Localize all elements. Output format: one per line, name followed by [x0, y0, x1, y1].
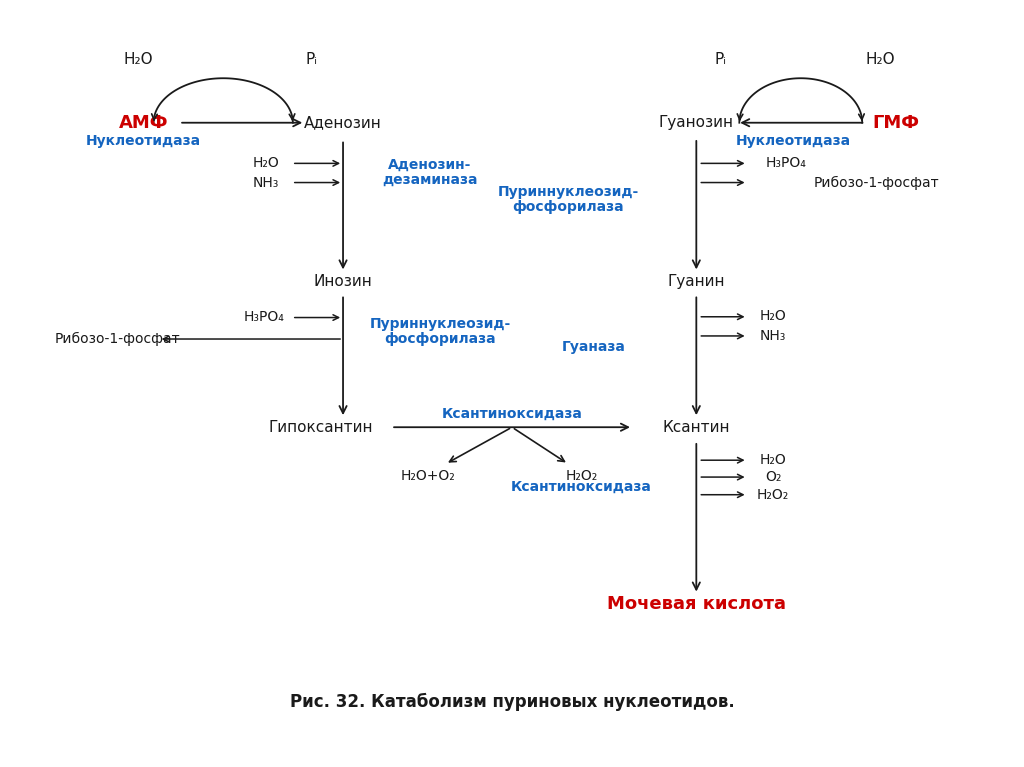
Text: Рис. 32. Катаболизм пуриновых нуклеотидов.: Рис. 32. Катаболизм пуриновых нуклеотидо…: [290, 693, 734, 711]
Text: H₃PO₄: H₃PO₄: [244, 310, 285, 324]
Text: H₂O₂: H₂O₂: [757, 488, 790, 502]
Text: ГМФ: ГМФ: [872, 114, 920, 132]
Text: H₂O: H₂O: [760, 453, 786, 467]
Text: Аденозин: Аденозин: [304, 115, 382, 130]
Text: АМФ: АМФ: [119, 114, 168, 132]
Text: Гуанин: Гуанин: [668, 274, 725, 289]
Text: NH₃: NH₃: [253, 176, 280, 189]
Text: Рибозо-1-фосфат: Рибозо-1-фосфат: [814, 176, 940, 189]
Text: Pᵢ: Pᵢ: [305, 51, 317, 67]
Text: Гуанозин: Гуанозин: [658, 115, 734, 130]
Text: H₂O: H₂O: [866, 51, 895, 67]
Text: NH₃: NH₃: [760, 329, 786, 343]
Text: Нуклеотидаза: Нуклеотидаза: [736, 134, 851, 148]
Text: H₂O₂: H₂O₂: [565, 469, 598, 482]
Text: H₂O: H₂O: [760, 309, 786, 323]
Text: Пуриннуклеозид-: Пуриннуклеозид-: [498, 185, 639, 199]
Text: H₂O+O₂: H₂O+O₂: [400, 469, 456, 482]
Text: Пуриннуклеозид-: Пуриннуклеозид-: [370, 317, 511, 331]
Text: O₂: O₂: [765, 470, 781, 484]
Text: Ксантин: Ксантин: [663, 420, 730, 435]
Text: Гипоксантин: Гипоксантин: [268, 420, 373, 435]
Text: Pᵢ: Pᵢ: [715, 51, 727, 67]
Text: Аденозин-: Аденозин-: [388, 158, 472, 172]
Text: Инозин: Инозин: [313, 274, 373, 289]
Text: H₂O: H₂O: [124, 51, 153, 67]
Text: дезаминаза: дезаминаза: [382, 173, 478, 187]
Text: Нуклеотидаза: Нуклеотидаза: [86, 134, 201, 148]
Text: Гуаназа: Гуаназа: [562, 340, 626, 354]
Text: Мочевая кислота: Мочевая кислота: [607, 594, 785, 613]
Text: фосфорилаза: фосфорилаза: [512, 200, 625, 214]
Text: H₂O: H₂O: [253, 156, 280, 170]
Text: H₃PO₄: H₃PO₄: [766, 156, 807, 170]
Text: Рибозо-1-фосфат: Рибозо-1-фосфат: [55, 332, 180, 346]
Text: Ксантиноксидаза: Ксантиноксидаза: [441, 407, 583, 421]
Text: фосфорилаза: фосфорилаза: [384, 332, 497, 346]
Text: Ксантиноксидаза: Ксантиноксидаза: [511, 480, 652, 494]
